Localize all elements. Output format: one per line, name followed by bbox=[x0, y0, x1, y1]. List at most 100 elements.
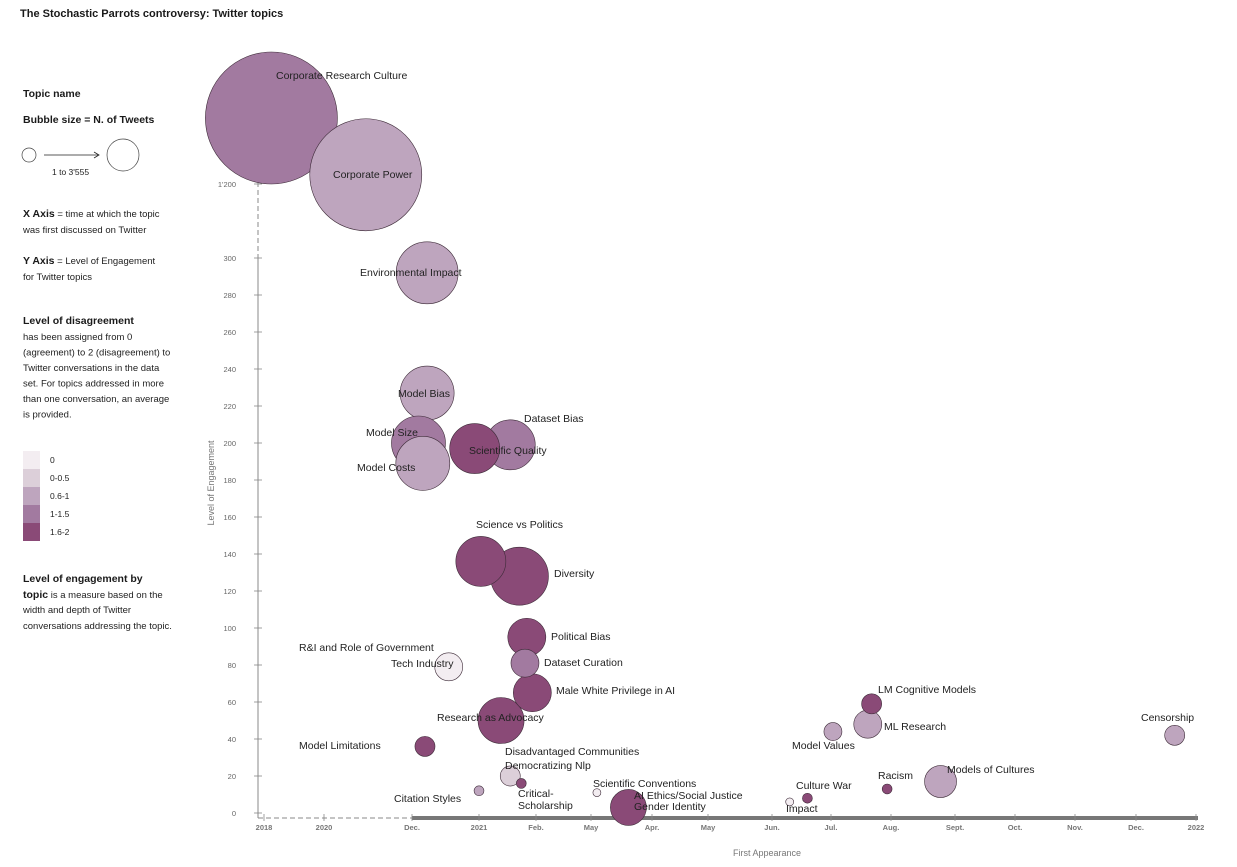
bubble[interactable] bbox=[477, 697, 525, 744]
bubble-label: Model Size bbox=[366, 427, 418, 439]
bubble[interactable] bbox=[455, 536, 507, 587]
bubble-label: Science vs Politics bbox=[476, 519, 563, 531]
bubble[interactable] bbox=[309, 118, 423, 232]
color-swatch bbox=[23, 523, 40, 541]
color-legend-label: 0 bbox=[50, 455, 55, 465]
bubble[interactable] bbox=[924, 765, 957, 798]
axes: First Appearance Level of Engagement bbox=[206, 118, 1198, 858]
bubble-label: Impact bbox=[786, 803, 818, 815]
legend-engagement-2: topic is a measure based on the bbox=[23, 589, 163, 601]
legend-engagement-title: Level of engagement by bbox=[23, 573, 143, 585]
bubble[interactable] bbox=[881, 783, 893, 795]
bubble[interactable] bbox=[473, 785, 485, 797]
bubble[interactable] bbox=[592, 788, 602, 797]
y-axis-label: Level of Engagement bbox=[206, 440, 216, 526]
x-tick-label: Oct. bbox=[1008, 823, 1023, 832]
y-tick-label: 1'200 bbox=[218, 180, 236, 189]
color-legend-label: 1-1.5 bbox=[50, 509, 70, 519]
legend-topic-name: Topic name bbox=[23, 88, 81, 100]
legend-engagement-4: conversations addressing the topic. bbox=[23, 621, 172, 632]
bubble[interactable] bbox=[205, 51, 338, 185]
bubble-label: Dataset Curation bbox=[544, 657, 623, 669]
legend-bubble-size: Bubble size = N. of Tweets bbox=[23, 114, 155, 126]
color-swatch bbox=[23, 487, 40, 505]
x-tick-label: 2022 bbox=[1188, 823, 1205, 832]
x-tick-label: 2021 bbox=[471, 823, 488, 832]
y-tick-label: 240 bbox=[223, 365, 236, 374]
legend-disagreement-line: has been assigned from 0 bbox=[23, 332, 132, 343]
legend-bubble-range: 1 to 3'555 bbox=[52, 167, 89, 177]
bubble[interactable] bbox=[802, 792, 813, 804]
color-legend-label: 0-0.5 bbox=[50, 473, 70, 483]
bubble[interactable] bbox=[1164, 724, 1186, 746]
bubble-label: Citation Styles bbox=[394, 793, 461, 805]
x-tick-label: Dec. bbox=[1128, 823, 1144, 832]
y-tick-label: 40 bbox=[228, 735, 236, 744]
y-tick-label: 300 bbox=[223, 254, 236, 263]
legend-disagreement-line: (agreement) to 2 (disagreement) to bbox=[23, 348, 170, 359]
legend-disagreement-title: Level of disagreement bbox=[23, 315, 134, 327]
bubble[interactable] bbox=[395, 241, 459, 305]
y-tick-label: 100 bbox=[223, 624, 236, 633]
y-tick-label: 20 bbox=[228, 772, 236, 781]
x-tick-label: Apr. bbox=[645, 823, 660, 832]
bubbles bbox=[205, 51, 1186, 826]
color-swatch bbox=[23, 451, 40, 469]
y-tick-label: 260 bbox=[223, 328, 236, 337]
bubble-label: Models of Cultures bbox=[947, 764, 1035, 776]
legend-panel: Topic name Bubble size = N. of Tweets 1 … bbox=[21, 88, 172, 632]
x-tick-label: 2018 bbox=[256, 823, 273, 832]
arrow-head-icon bbox=[93, 151, 100, 159]
bubble-label: Corporate Power bbox=[333, 169, 413, 181]
color-legend-label: 1.6-2 bbox=[50, 527, 70, 537]
bubble[interactable] bbox=[434, 652, 464, 682]
bubble-label: Research as Advocacy bbox=[437, 712, 545, 724]
legend-y-axis-2: for Twitter topics bbox=[23, 272, 92, 283]
bubble[interactable] bbox=[785, 797, 794, 807]
y-tick-label: 200 bbox=[223, 439, 236, 448]
legend-large-bubble bbox=[106, 138, 140, 172]
bubble[interactable] bbox=[853, 709, 883, 739]
y-tick-label: 280 bbox=[223, 291, 236, 300]
bubble-label: Model Bias bbox=[398, 388, 450, 400]
legend-x-axis-2: was first discussed on Twitter bbox=[22, 225, 146, 236]
color-swatch bbox=[23, 469, 40, 487]
bubble[interactable] bbox=[861, 693, 882, 715]
x-tick-label: Feb. bbox=[528, 823, 543, 832]
bubble-label: Model Costs bbox=[357, 462, 415, 474]
bubble[interactable] bbox=[513, 673, 552, 713]
bubble-label: ML Research bbox=[884, 721, 946, 733]
bubble-label: Democratizing Nlp bbox=[505, 760, 591, 772]
x-tick-label: Nov. bbox=[1067, 823, 1083, 832]
bubble[interactable] bbox=[395, 436, 451, 491]
x-tick-label: May bbox=[584, 823, 599, 832]
chart-title: The Stochastic Parrots controversy: Twit… bbox=[20, 8, 283, 20]
bubble-label: Dataset Bias bbox=[524, 413, 584, 425]
color-legend-label: 0.6-1 bbox=[50, 491, 70, 501]
bubble[interactable] bbox=[449, 423, 500, 474]
legend-engagement-3: width and depth of Twitter bbox=[22, 605, 131, 616]
bubble-label: Corporate Research Culture bbox=[276, 70, 407, 82]
bubble-label: R&I and Role of Government bbox=[299, 642, 434, 654]
bubble[interactable] bbox=[510, 648, 540, 678]
bubble[interactable] bbox=[414, 736, 436, 757]
y-tick-label: 140 bbox=[223, 550, 236, 559]
legend-disagreement-line: Twitter conversations in the data bbox=[23, 363, 160, 374]
bubble[interactable] bbox=[499, 765, 521, 787]
bubble-label: AI Ethics/Social Justice bbox=[634, 790, 743, 802]
bubble[interactable] bbox=[516, 778, 527, 789]
y-tick-label: 80 bbox=[228, 661, 236, 670]
bubble-labels: Corporate Research Culture Corporate Powe… bbox=[276, 70, 1194, 815]
y-tick-label: 160 bbox=[223, 513, 236, 522]
bubble-label: Scientific Quality bbox=[469, 445, 547, 457]
y-tick-label: 0 bbox=[232, 809, 236, 818]
bubble[interactable] bbox=[610, 789, 647, 826]
legend-disagreement-line: set. For topics addressed in more bbox=[23, 379, 164, 390]
bubble-label: Racism bbox=[878, 770, 913, 782]
bubble-label: Scientific Conventions bbox=[593, 778, 696, 790]
bubble-label: Gender Identity bbox=[634, 801, 707, 813]
legend-small-bubble bbox=[21, 147, 37, 163]
bubble-label: LM Cognitive Models bbox=[878, 684, 976, 696]
bubble[interactable] bbox=[823, 722, 843, 741]
